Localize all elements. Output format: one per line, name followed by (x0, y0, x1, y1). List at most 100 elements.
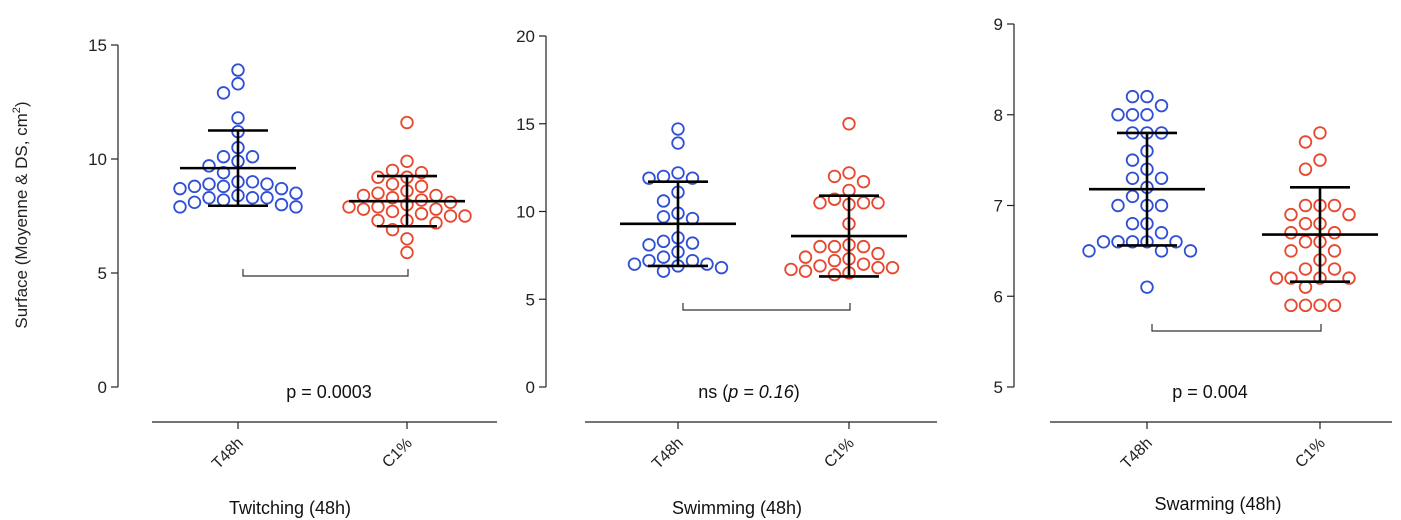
data-point (371, 200, 385, 214)
p-value-label: p = 0.004 (1172, 382, 1248, 402)
data-point (400, 115, 414, 130)
data-point (274, 197, 289, 212)
data-point (260, 177, 274, 191)
p-value-label: ns (p = 0.16) (698, 382, 800, 402)
data-point (231, 111, 245, 125)
data-point (1154, 226, 1169, 240)
data-point (1298, 162, 1313, 176)
data-point (642, 238, 656, 252)
data-point (1082, 244, 1096, 258)
data-point (714, 260, 729, 275)
data-point (1269, 271, 1284, 285)
panel-title: Swimming (48h) (672, 498, 802, 518)
data-point (798, 264, 813, 278)
data-point (842, 166, 856, 180)
data-point (1154, 98, 1169, 113)
data-point (385, 222, 400, 237)
data-point (245, 175, 260, 189)
data-point (656, 234, 671, 249)
p-value-text: p = 0.0003 (286, 382, 372, 402)
data-point (1342, 207, 1356, 222)
panel-swimming: 0 5 10 15 20 T48h C1% ns (p = 0.16) Swimming (48… (516, 27, 937, 518)
data-point (1125, 89, 1140, 104)
data-point (1327, 298, 1342, 313)
data-point (1284, 298, 1298, 313)
data-point (827, 239, 842, 254)
data-point (289, 186, 303, 200)
panel-swarming: 5 6 7 8 9 T48h C1% p = 0.004 Swarming (48h) (994, 15, 1392, 514)
data-point (1284, 226, 1298, 240)
x-tick-label: T48h (1118, 435, 1156, 473)
data-point (414, 165, 429, 180)
y-tick-label: 20 (516, 27, 535, 46)
data-point (871, 196, 885, 210)
data-point (1298, 216, 1313, 231)
y-tick-label: 6 (994, 287, 1003, 306)
data-point (1140, 89, 1154, 104)
y-axis-label-main: Surface (Moyenne & DS, cm (12, 113, 31, 328)
data-point (1342, 271, 1356, 285)
data-point (216, 86, 231, 100)
data-point (202, 191, 216, 205)
significance-bracket (1151, 324, 1322, 332)
x-tick-label: T48h (649, 435, 687, 473)
data-point (1111, 235, 1125, 249)
data-point (385, 177, 400, 191)
y-tick-label: 15 (88, 36, 107, 55)
data-point (356, 202, 371, 216)
panel-twitching: 0 5 10 15 T48h C1% p = 0.0003 Twitching (48h) (88, 36, 497, 518)
data-point (871, 246, 885, 261)
data-point (856, 239, 871, 254)
data-point (1298, 235, 1313, 249)
data-point (458, 209, 472, 223)
data-point (400, 154, 414, 168)
data-point (671, 166, 685, 180)
data-point (1298, 135, 1313, 149)
data-point (260, 191, 274, 205)
data-point (202, 159, 216, 173)
data-point (656, 210, 671, 224)
data-point (429, 188, 443, 203)
y-tick-label: 5 (98, 264, 107, 283)
data-point (1298, 198, 1313, 213)
data-point (371, 186, 385, 200)
data-point (798, 250, 813, 264)
x-tick-label: T48h (209, 435, 247, 473)
data-point (187, 179, 202, 194)
y-tick-label: 0 (98, 378, 107, 397)
data-point (414, 179, 429, 194)
data-point (642, 171, 656, 185)
data-point (871, 260, 885, 275)
data-point (1154, 198, 1169, 213)
data-point (1140, 280, 1154, 294)
data-point (289, 200, 303, 214)
data-point (1125, 153, 1140, 167)
data-point (685, 236, 700, 250)
data-point (827, 169, 842, 184)
data-point (1327, 244, 1342, 258)
y-axis-label: Surface (Moyenne & DS, cm2) (11, 101, 31, 328)
data-point (400, 232, 414, 246)
data-point (813, 239, 827, 254)
x-tick-label: C1% (1292, 435, 1329, 472)
data-point (1111, 198, 1125, 213)
data-point (1125, 171, 1140, 185)
data-point (827, 253, 842, 268)
data-point (400, 245, 414, 260)
y-tick-label: 7 (994, 197, 1003, 216)
significance-bracket (242, 269, 409, 277)
data-point (216, 150, 231, 164)
data-point (274, 181, 289, 196)
data-point (1125, 235, 1140, 249)
data-point (671, 122, 685, 136)
data-point (1298, 298, 1313, 313)
p-value-italic: p = 0.16 (727, 382, 795, 402)
y-tick-label: 15 (516, 115, 535, 134)
data-point (1284, 244, 1298, 258)
y-tick-label: 5 (994, 378, 1003, 397)
data-point (856, 257, 871, 271)
data-point (784, 262, 798, 277)
data-point (627, 257, 642, 271)
data-point (885, 260, 900, 275)
